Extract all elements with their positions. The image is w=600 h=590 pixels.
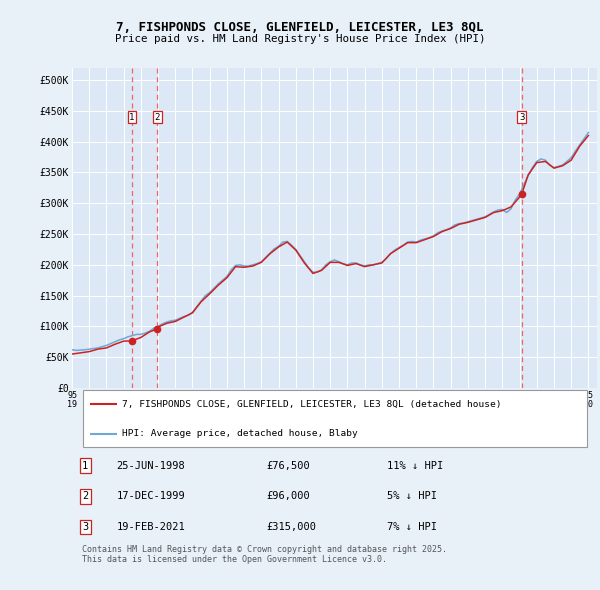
Text: £315,000: £315,000 — [266, 522, 316, 532]
Text: 3: 3 — [82, 522, 88, 532]
Text: 17-DEC-1999: 17-DEC-1999 — [116, 491, 185, 502]
Text: 7, FISHPONDS CLOSE, GLENFIELD, LEICESTER, LE3 8QL (detached house): 7, FISHPONDS CLOSE, GLENFIELD, LEICESTER… — [122, 399, 502, 408]
Text: 1: 1 — [82, 461, 88, 471]
Text: £76,500: £76,500 — [266, 461, 310, 471]
Text: 2: 2 — [82, 491, 88, 502]
Text: 11% ↓ HPI: 11% ↓ HPI — [387, 461, 443, 471]
Text: 5% ↓ HPI: 5% ↓ HPI — [387, 491, 437, 502]
Text: 7, FISHPONDS CLOSE, GLENFIELD, LEICESTER, LE3 8QL: 7, FISHPONDS CLOSE, GLENFIELD, LEICESTER… — [116, 21, 484, 34]
Text: 3: 3 — [519, 113, 524, 122]
Text: 25-JUN-1998: 25-JUN-1998 — [116, 461, 185, 471]
Text: £96,000: £96,000 — [266, 491, 310, 502]
FancyBboxPatch shape — [83, 391, 587, 447]
Text: Price paid vs. HM Land Registry's House Price Index (HPI): Price paid vs. HM Land Registry's House … — [115, 34, 485, 44]
Text: 19-FEB-2021: 19-FEB-2021 — [116, 522, 185, 532]
Text: 2: 2 — [155, 113, 160, 122]
Text: HPI: Average price, detached house, Blaby: HPI: Average price, detached house, Blab… — [122, 430, 358, 438]
Text: 1: 1 — [129, 113, 134, 122]
Text: 7% ↓ HPI: 7% ↓ HPI — [387, 522, 437, 532]
Text: Contains HM Land Registry data © Crown copyright and database right 2025.
This d: Contains HM Land Registry data © Crown c… — [83, 545, 448, 564]
